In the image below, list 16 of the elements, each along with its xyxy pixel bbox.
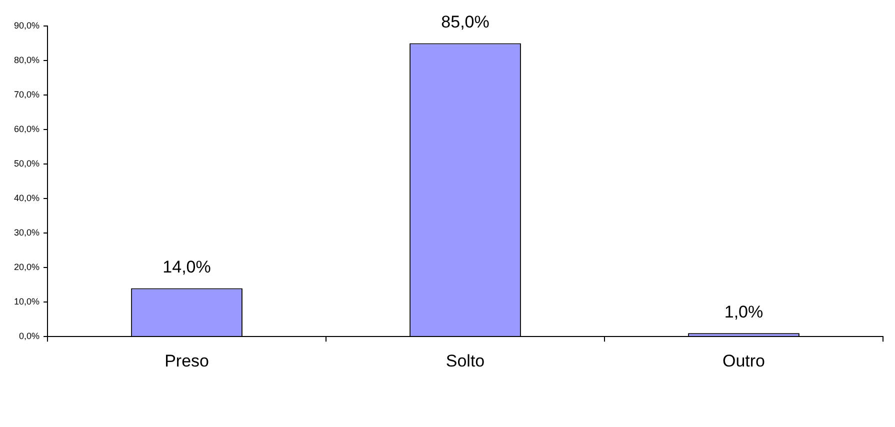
y-tick-label: 60,0%: [14, 124, 40, 134]
data-label: 14,0%: [162, 257, 211, 276]
y-tick-label: 0,0%: [19, 331, 40, 342]
x-tick-label: Outro: [722, 351, 766, 370]
y-tick-label: 80,0%: [14, 54, 40, 65]
data-label: 85,0%: [441, 12, 490, 32]
y-tick-label: 10,0%: [14, 296, 40, 307]
data-label: 1,0%: [724, 302, 764, 322]
y-tick-label: 30,0%: [14, 228, 40, 238]
y-tick-label: 40,0%: [14, 193, 40, 204]
x-tick-label: Solto: [446, 351, 485, 370]
y-tick-label: 90,0%: [14, 20, 40, 30]
y-tick-label: 50,0%: [14, 158, 40, 169]
y-tick-label: 20,0%: [14, 262, 40, 272]
x-tick-label: Preso: [164, 351, 209, 370]
y-tick-label: 70,0%: [14, 90, 40, 100]
